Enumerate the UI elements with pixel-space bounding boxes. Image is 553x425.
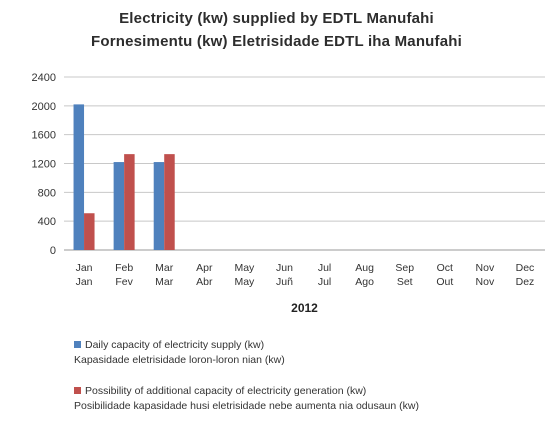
- x-tick-label-tetum: Abr: [196, 276, 213, 288]
- bar: [113, 162, 125, 250]
- bar: [73, 104, 85, 251]
- y-tick-label: 800: [38, 187, 56, 199]
- legend-label-tetum: Kapasidade eletrisidade loron-loron nian…: [74, 354, 285, 366]
- y-tick-label: 2400: [32, 72, 56, 84]
- bar: [153, 162, 165, 250]
- x-tick-label: Sep: [395, 262, 414, 274]
- bar: [84, 213, 95, 250]
- bar: [124, 154, 135, 250]
- x-tick-label-tetum: Nov: [476, 276, 495, 288]
- x-tick-label: Aug: [355, 262, 374, 274]
- y-tick-label: 1200: [32, 159, 56, 171]
- legend-label: Daily capacity of electricity supply (kw…: [85, 339, 265, 351]
- x-tick-label-tetum: Ago: [355, 276, 374, 288]
- x-tick-label: Jan: [76, 262, 93, 274]
- x-tick-label-tetum: Juñ: [276, 276, 293, 288]
- x-tick-label: Jul: [318, 262, 331, 274]
- bar: [164, 154, 175, 250]
- x-tick-label: Oct: [437, 262, 453, 274]
- legend-swatch-blue: [74, 341, 81, 348]
- y-tick-label: 400: [38, 216, 56, 228]
- x-tick-label: Mar: [155, 262, 174, 274]
- x-tick-label-tetum: Mar: [155, 276, 174, 288]
- x-tick-label-tetum: Set: [397, 276, 413, 288]
- x-tick-label-tetum: Jul: [318, 276, 331, 288]
- y-tick-label: 2000: [32, 101, 56, 113]
- legend-label: Possibility of additional capacity of el…: [85, 385, 367, 397]
- legend-swatch-red: [74, 387, 81, 394]
- x-tick-label: May: [234, 262, 255, 274]
- y-tick-label: 0: [50, 245, 56, 257]
- x-tick-label-tetum: Fev: [115, 276, 133, 288]
- x-tick-label: Jun: [276, 262, 293, 274]
- x-tick-label: Feb: [115, 262, 133, 274]
- y-tick-label: 1600: [32, 130, 56, 142]
- x-tick-label: Dec: [516, 262, 535, 274]
- chart-subtitle: Fornesimentu (kw) Eletrisidade EDTL iha …: [90, 33, 463, 50]
- x-tick-label: Nov: [476, 262, 495, 274]
- x-tick-label: Apr: [196, 262, 213, 274]
- x-axis-label: 2012: [291, 301, 318, 315]
- legend-label-tetum: Posibilidade kapasidade husi eletrisidad…: [74, 400, 419, 412]
- legend-item-additional-capacity: Possibility of additional capacity of el…: [74, 384, 419, 414]
- chart-title: Electricity (kw) supplied by EDTL Manufa…: [119, 10, 434, 27]
- legend-item-daily-capacity: Daily capacity of electricity supply (kw…: [74, 338, 285, 368]
- x-tick-label-tetum: Dez: [516, 276, 535, 288]
- x-tick-label-tetum: May: [234, 276, 255, 288]
- x-tick-label-tetum: Out: [436, 276, 453, 288]
- x-tick-label-tetum: Jan: [76, 276, 93, 288]
